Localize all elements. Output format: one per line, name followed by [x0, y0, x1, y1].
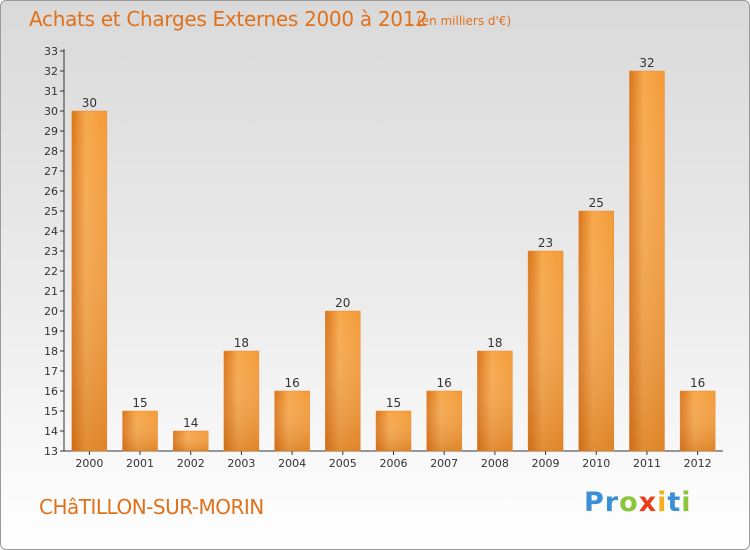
- y-tick-label: 21: [44, 285, 58, 298]
- x-tick-label: 2012: [684, 457, 712, 470]
- y-tick-label: 33: [44, 45, 58, 58]
- logo-letter: P: [584, 487, 605, 518]
- y-tick-label: 26: [44, 185, 58, 198]
- y-tick-label: 15: [44, 405, 58, 418]
- bar-shade: [426, 391, 462, 451]
- data-label: 25: [589, 196, 604, 210]
- y-tick-label: 14: [44, 425, 58, 438]
- bar-shade: [274, 391, 310, 451]
- data-label: 15: [386, 396, 401, 410]
- data-label: 16: [437, 376, 452, 390]
- x-tick-label: 2002: [177, 457, 205, 470]
- unit-note: (en milliers d'€): [417, 14, 512, 28]
- y-tick-label: 19: [44, 325, 58, 338]
- chart-data-labels: 30 15 14 18 16 20 15 16 18 23 25 32 16: [82, 56, 706, 430]
- logo-letter: i: [657, 487, 668, 518]
- data-label: 18: [234, 336, 249, 350]
- y-tick-label: 29: [44, 125, 58, 138]
- x-tick-label: 2003: [227, 457, 255, 470]
- bar-shade: [629, 71, 665, 451]
- chart-title: Achats et Charges Externes 2000 à 2012: [29, 7, 428, 31]
- chart-bars: [71, 70, 716, 452]
- data-label: 32: [639, 56, 654, 70]
- x-tick-label: 2008: [481, 457, 509, 470]
- logo-letter: o: [619, 487, 639, 518]
- y-tick-label: 22: [44, 265, 58, 278]
- logo-letter: r: [604, 487, 620, 518]
- y-tick-label: 25: [44, 205, 58, 218]
- x-tick-label: 2010: [582, 457, 610, 470]
- x-tick-label: 2007: [430, 457, 458, 470]
- chart-axes: 13 14 15 16 17 18 19 20 21 22 23 24 25 26 27 28 29 30 31 32…: [44, 45, 723, 470]
- x-tick-label: 2000: [75, 457, 103, 470]
- bar-shade: [173, 431, 209, 451]
- data-label: 18: [487, 336, 502, 350]
- bar-shade: [122, 411, 158, 451]
- logo-letter: x: [638, 487, 658, 518]
- y-tick-label: 16: [44, 385, 58, 398]
- logo-letter: i: [681, 487, 692, 518]
- data-label: 16: [690, 376, 705, 390]
- bar-shade: [578, 211, 614, 451]
- x-tick-label: 2005: [329, 457, 357, 470]
- bar-shade: [528, 251, 564, 451]
- data-label: 30: [82, 96, 97, 110]
- x-tick-label: 2011: [633, 457, 661, 470]
- bar-shade: [223, 351, 259, 451]
- y-tick-label: 24: [44, 225, 58, 238]
- proxiti-logo: Proxiti: [584, 487, 692, 518]
- y-tick-label: 31: [44, 85, 58, 98]
- x-tick-label: 2004: [278, 457, 306, 470]
- bar-shade: [376, 411, 411, 451]
- data-label: 15: [132, 396, 147, 410]
- data-label: 16: [284, 376, 299, 390]
- y-tick-label: 17: [44, 365, 58, 378]
- logo-letter: t: [667, 487, 682, 518]
- x-tick-label: 2006: [380, 457, 408, 470]
- y-tick-label: 20: [44, 305, 58, 318]
- data-label: 20: [335, 296, 350, 310]
- y-tick-label: 13: [44, 445, 58, 458]
- x-tick-label: 2001: [126, 457, 154, 470]
- y-tick-label: 18: [44, 345, 58, 358]
- data-label: 14: [183, 416, 198, 430]
- bar-shade: [477, 351, 513, 451]
- y-tick-label: 32: [44, 65, 58, 78]
- bar-shade: [71, 111, 107, 451]
- y-tick-label: 23: [44, 245, 58, 258]
- x-tick-label: 2009: [532, 457, 560, 470]
- data-label: 23: [538, 236, 553, 250]
- y-tick-label: 27: [44, 165, 58, 178]
- y-tick-label: 28: [44, 145, 58, 158]
- commune-name: CHâTILLON-SUR-MORIN: [39, 495, 264, 519]
- bar-shade: [325, 311, 361, 451]
- bar-shade: [680, 391, 716, 451]
- y-tick-label: 30: [44, 105, 58, 118]
